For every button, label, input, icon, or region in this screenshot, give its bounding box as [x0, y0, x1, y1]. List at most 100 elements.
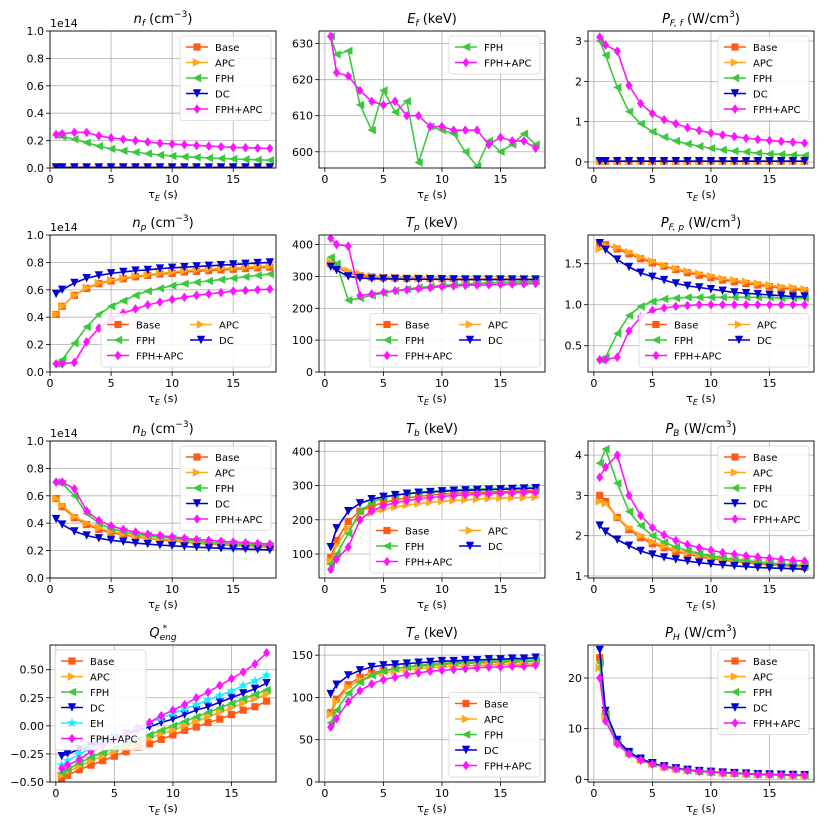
x-axis-label: τE (s) [148, 598, 178, 613]
data-point [344, 272, 353, 281]
subplot-7: 0 5 10 15 0.0 0.2 0.4 0.6 0.8 1.0 1e14 nb (cm−3) τE … [27, 420, 277, 613]
legend-marker [382, 335, 392, 345]
data-point [531, 653, 540, 662]
legend-label: FPH [753, 688, 772, 699]
data-point [595, 156, 604, 166]
data-point [106, 276, 116, 285]
data-point [344, 681, 352, 689]
data-point [706, 144, 716, 153]
data-point [379, 492, 388, 502]
y-tick-label: 3 [575, 35, 582, 48]
data-point [449, 275, 458, 284]
x-label-main: τ [148, 598, 155, 611]
data-point [205, 141, 213, 151]
legend-marker [731, 104, 739, 114]
x-tick-label: 5 [108, 377, 115, 390]
data-point [94, 271, 104, 280]
data-point [106, 302, 116, 311]
x-label-main: τ [417, 392, 424, 405]
data-point [250, 684, 260, 693]
x-tick-label: 10 [435, 173, 449, 186]
legend-marker [730, 89, 740, 98]
title-superscript: −3 [175, 214, 188, 224]
data-point [356, 290, 364, 301]
data-point [601, 50, 610, 60]
data-point [168, 721, 178, 731]
y-tick-label: 200 [292, 302, 313, 315]
data-point [741, 289, 751, 298]
x-label-subscript: E [424, 398, 430, 407]
title-subscript: eng [160, 633, 177, 643]
data-point [52, 477, 60, 487]
data-point [648, 108, 656, 119]
data-point [695, 542, 703, 553]
data-point [531, 492, 540, 502]
data-point [203, 694, 214, 705]
data-point [167, 163, 177, 168]
x-label-unit: (s) [698, 392, 716, 405]
title-subscript: B [673, 429, 679, 439]
data-point [753, 563, 762, 572]
x-axis-label: τE (s) [148, 392, 178, 407]
data-point [520, 487, 528, 498]
axes-frame [587, 234, 815, 373]
y-tick-label: 1.0 [27, 229, 45, 242]
data-point [601, 716, 610, 726]
data-point [648, 759, 656, 770]
legend-label: DC [484, 746, 499, 757]
data-point [82, 138, 91, 147]
data-point [107, 521, 115, 531]
data-point [648, 550, 657, 559]
data-point [70, 527, 79, 536]
series-dc [595, 156, 809, 166]
series-fph-apc [327, 235, 540, 301]
data-point [155, 264, 165, 273]
x-tick-label: 10 [704, 787, 718, 800]
data-point [730, 768, 738, 779]
x-label-unit: (s) [698, 802, 716, 815]
data-point [601, 245, 610, 254]
data-point [327, 722, 335, 732]
subplot-6: 0 5 10 15 0.5 1.0 1.5 PF, p (W/cm3) τE (s) Base AP… [565, 214, 815, 407]
legend-marker [383, 526, 391, 535]
series-fph-apc [596, 299, 809, 365]
data-point [671, 293, 681, 303]
x-tick-label: 5 [649, 377, 656, 390]
data-point [131, 304, 140, 314]
data-point [659, 132, 669, 142]
data-point [753, 148, 762, 158]
data-point [601, 499, 610, 508]
data-point [215, 698, 224, 707]
data-point [155, 284, 165, 293]
legend-marker [193, 514, 201, 524]
legend-marker [192, 483, 202, 493]
data-point [683, 556, 692, 566]
data-point [82, 273, 91, 283]
data-point [596, 354, 604, 365]
data-point [204, 153, 214, 163]
data-point [695, 293, 704, 302]
subplot-title: np (cm−3) [132, 214, 193, 233]
data-point [58, 501, 67, 510]
data-point [636, 531, 645, 540]
y-tick-label: 0.8 [27, 52, 45, 65]
x-tick-label: 15 [226, 583, 240, 596]
legend-marker [734, 335, 744, 345]
series-fph-apc [327, 487, 540, 575]
data-point [143, 265, 152, 275]
data-point [437, 656, 447, 666]
data-point [765, 563, 774, 573]
title-end: ) [187, 12, 192, 27]
data-point [519, 129, 529, 138]
data-point [344, 296, 353, 305]
subplot-title: PF, f (W/cm3) [662, 10, 740, 29]
data-point [508, 493, 517, 503]
legend-marker [193, 43, 201, 51]
data-point [253, 258, 262, 268]
series-group [326, 31, 540, 168]
data-point [94, 278, 104, 288]
data-point [326, 262, 335, 272]
data-point [58, 763, 66, 774]
